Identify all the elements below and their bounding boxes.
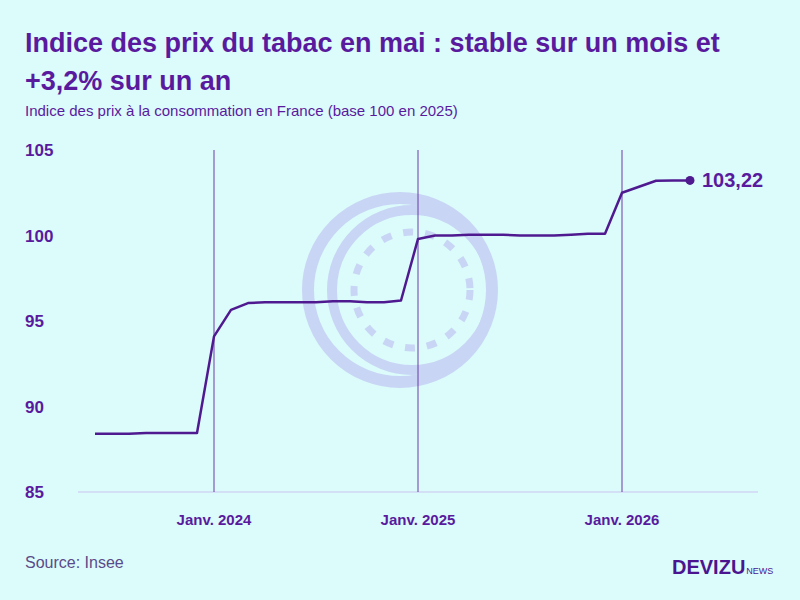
y-tick-label: 90	[25, 398, 44, 417]
plot-area	[95, 176, 695, 434]
source: Source: Insee	[25, 554, 124, 571]
y-tick-label: 105	[25, 141, 53, 160]
x-tick-label: Janv. 2026	[585, 511, 660, 528]
coin-dashes	[354, 232, 470, 348]
chart: Janv. 2024 Janv. 2025 Janv. 2026 85 90 95 100 1…	[0, 0, 800, 600]
x-tick-label: Janv. 2024	[177, 511, 252, 528]
coin-watermark	[308, 198, 492, 382]
end-dot	[686, 176, 695, 185]
grid-line	[418, 150, 419, 492]
y-tick-label: 95	[25, 312, 44, 331]
x-tick-label: Janv. 2025	[381, 511, 456, 528]
title: Indice des prix du tabac en mai : stable…	[25, 24, 775, 100]
end-label: 103,22	[702, 169, 763, 191]
brand-suffix: NEWS	[746, 566, 773, 576]
y-tick-label: 85	[25, 483, 44, 502]
brand: DEVIZU	[672, 556, 745, 578]
grid-line	[622, 150, 623, 492]
line	[95, 180, 690, 433]
grid-line	[214, 150, 215, 492]
coin-edge	[308, 198, 492, 382]
page: Indice des prix du tabac en mai : stable…	[0, 0, 800, 600]
subtitle: Indice des prix à la consommation en Fra…	[25, 102, 458, 119]
y-tick-label: 100	[25, 227, 53, 246]
